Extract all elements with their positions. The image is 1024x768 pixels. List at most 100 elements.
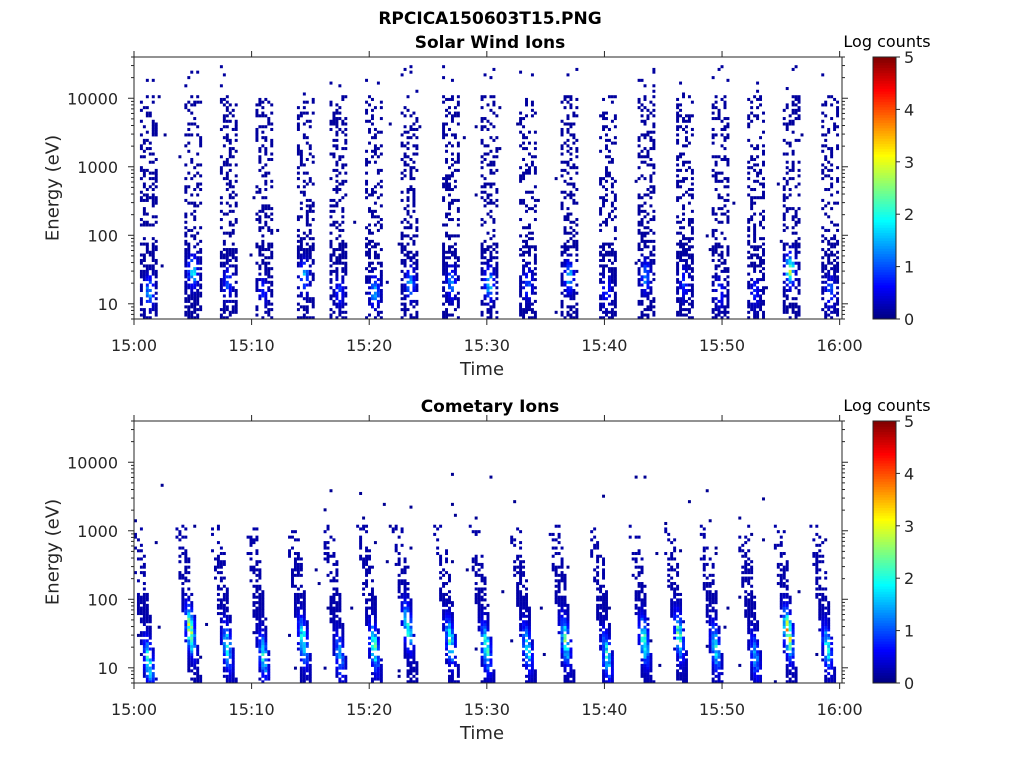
heatmap-cell bbox=[222, 576, 226, 580]
heatmap-cell bbox=[249, 253, 253, 257]
heatmap-cell bbox=[255, 212, 259, 216]
heatmap-cell bbox=[525, 234, 528, 238]
heatmap-cell bbox=[370, 297, 374, 301]
heatmap-cell bbox=[785, 196, 789, 200]
heatmap-cell bbox=[525, 264, 528, 268]
heatmap-cell bbox=[726, 220, 730, 224]
heatmap-cell bbox=[255, 560, 259, 564]
heatmap-cell bbox=[714, 218, 718, 222]
heatmap-cell bbox=[747, 286, 751, 290]
heatmap-cell bbox=[412, 166, 416, 170]
heatmap-cell bbox=[151, 680, 155, 684]
heatmap-cell bbox=[711, 280, 715, 284]
heatmap-cell bbox=[376, 299, 380, 303]
heatmap-cell bbox=[255, 595, 259, 599]
heatmap-cell bbox=[154, 308, 158, 312]
heatmap-cell bbox=[679, 242, 683, 246]
heatmap-cell bbox=[373, 603, 377, 607]
heatmap-cell bbox=[785, 242, 789, 246]
heatmap-cell bbox=[640, 234, 644, 238]
heatmap-cell bbox=[305, 308, 309, 312]
heatmap-cell bbox=[258, 253, 262, 257]
heatmap-cell bbox=[344, 122, 348, 126]
heatmap-cell bbox=[759, 212, 763, 216]
heatmap-cell bbox=[255, 562, 259, 566]
heatmap-cell bbox=[522, 245, 526, 249]
heatmap-cell bbox=[782, 215, 786, 219]
heatmap-cell bbox=[821, 73, 825, 77]
heatmap-cell bbox=[368, 253, 371, 257]
heatmap-cell bbox=[148, 647, 152, 651]
heatmap-cell bbox=[797, 193, 801, 197]
heatmap-cell bbox=[190, 133, 194, 137]
heatmap-cell bbox=[525, 100, 528, 104]
heatmap-cell bbox=[687, 248, 691, 252]
heatmap-cell bbox=[311, 297, 315, 301]
heatmap-cell bbox=[797, 291, 801, 295]
heatmap-cell bbox=[643, 193, 647, 197]
heatmap-cell bbox=[442, 245, 446, 249]
heatmap-cell bbox=[196, 250, 200, 254]
heatmap-cell bbox=[335, 631, 339, 635]
heatmap-cell bbox=[193, 204, 197, 208]
heatmap-cell bbox=[344, 179, 348, 183]
heatmap-cell bbox=[228, 253, 232, 257]
heatmap-cell bbox=[145, 286, 149, 290]
heatmap-cell bbox=[409, 617, 413, 621]
heatmap-cell bbox=[720, 119, 724, 123]
heatmap-cell bbox=[453, 179, 457, 183]
heatmap-cell bbox=[302, 248, 306, 252]
heatmap-cell bbox=[406, 95, 410, 99]
heatmap-cell bbox=[607, 149, 611, 153]
heatmap-cell bbox=[184, 286, 188, 290]
heatmap-cell bbox=[442, 302, 446, 306]
heatmap-cell bbox=[489, 310, 493, 314]
heatmap-cell bbox=[759, 264, 763, 268]
heatmap-cell bbox=[599, 245, 603, 249]
heatmap-cell bbox=[782, 177, 786, 181]
heatmap-cell bbox=[370, 598, 374, 602]
heatmap-cell bbox=[373, 620, 377, 624]
heatmap-cell bbox=[154, 280, 158, 284]
heatmap-cell bbox=[649, 185, 653, 189]
heatmap-cell bbox=[794, 65, 798, 69]
heatmap-cell bbox=[376, 261, 380, 265]
heatmap-cell bbox=[687, 119, 691, 123]
heatmap-cell bbox=[794, 185, 798, 189]
heatmap-cell bbox=[782, 108, 786, 112]
heatmap-cell bbox=[305, 242, 309, 246]
heatmap-cell bbox=[136, 606, 140, 610]
heatmap-cell bbox=[255, 136, 259, 140]
heatmap-cell bbox=[690, 261, 694, 265]
heatmap-cell bbox=[830, 291, 834, 295]
heatmap-cell bbox=[184, 549, 188, 553]
heatmap-cell bbox=[569, 97, 573, 101]
heatmap-cell bbox=[332, 204, 336, 208]
heatmap-cell bbox=[836, 242, 840, 246]
colorbar-segment bbox=[873, 57, 896, 61]
heatmap-cell bbox=[480, 299, 484, 303]
heatmap-cell bbox=[830, 297, 834, 301]
heatmap-cell bbox=[726, 269, 730, 273]
heatmap-cell bbox=[332, 598, 336, 602]
heatmap-cell bbox=[685, 258, 688, 262]
heatmap-cell bbox=[566, 280, 570, 284]
heatmap-cell bbox=[445, 133, 449, 137]
heatmap-cell bbox=[605, 313, 608, 317]
heatmap-cell bbox=[225, 661, 229, 665]
heatmap-cell bbox=[827, 160, 831, 164]
heatmap-cell bbox=[679, 168, 683, 172]
heatmap-cell bbox=[797, 207, 801, 211]
heatmap-cell bbox=[403, 625, 407, 629]
heatmap-cell bbox=[264, 125, 268, 129]
heatmap-cell bbox=[335, 666, 339, 670]
heatmap-cell bbox=[134, 532, 137, 536]
heatmap-cell bbox=[234, 264, 238, 268]
heatmap-cell bbox=[299, 633, 303, 637]
heatmap-cell bbox=[682, 264, 685, 268]
heatmap-cell bbox=[450, 163, 454, 167]
heatmap-cell bbox=[225, 606, 229, 610]
heatmap-cell bbox=[199, 291, 203, 295]
heatmap-cell bbox=[335, 302, 339, 306]
heatmap-cell bbox=[148, 299, 152, 303]
